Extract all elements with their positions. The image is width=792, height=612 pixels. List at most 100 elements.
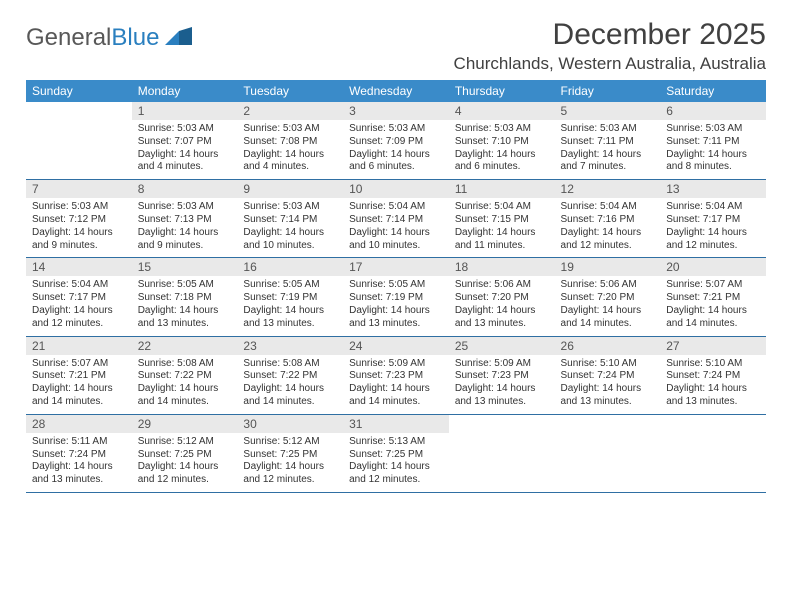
day-line: Sunrise: 5:11 AM: [32, 436, 126, 449]
calendar-day-cell: [555, 414, 661, 492]
day-line: Sunrise: 5:03 AM: [243, 123, 337, 136]
day-body: Sunrise: 5:03 AMSunset: 7:13 PMDaylight:…: [132, 198, 238, 257]
day-line: Daylight: 14 hours: [561, 305, 655, 318]
day-number: [449, 415, 555, 433]
day-line: Sunrise: 5:03 AM: [138, 123, 232, 136]
weekday-header: Sunday: [26, 80, 132, 102]
day-line: Sunset: 7:15 PM: [455, 214, 549, 227]
day-number: 12: [555, 180, 661, 198]
day-line: Sunrise: 5:03 AM: [455, 123, 549, 136]
day-line: and 9 minutes.: [138, 240, 232, 253]
day-body: Sunrise: 5:12 AMSunset: 7:25 PMDaylight:…: [237, 433, 343, 492]
calendar-day-cell: 9Sunrise: 5:03 AMSunset: 7:14 PMDaylight…: [237, 180, 343, 258]
day-line: Sunrise: 5:08 AM: [138, 358, 232, 371]
day-line: Sunrise: 5:06 AM: [561, 279, 655, 292]
day-line: Daylight: 14 hours: [666, 149, 760, 162]
day-line: Daylight: 14 hours: [32, 383, 126, 396]
day-number: 17: [343, 258, 449, 276]
calendar-table: Sunday Monday Tuesday Wednesday Thursday…: [26, 80, 766, 493]
day-line: Sunrise: 5:09 AM: [349, 358, 443, 371]
day-number: 29: [132, 415, 238, 433]
day-number: 1: [132, 102, 238, 120]
day-body: Sunrise: 5:03 AMSunset: 7:11 PMDaylight:…: [555, 120, 661, 179]
day-body: Sunrise: 5:06 AMSunset: 7:20 PMDaylight:…: [449, 276, 555, 335]
day-line: Daylight: 14 hours: [349, 383, 443, 396]
day-line: Sunset: 7:19 PM: [243, 292, 337, 305]
day-line: Sunset: 7:21 PM: [32, 370, 126, 383]
day-line: and 14 minutes.: [243, 396, 337, 409]
day-body: Sunrise: 5:07 AMSunset: 7:21 PMDaylight:…: [26, 355, 132, 414]
day-number: 21: [26, 337, 132, 355]
calendar-day-cell: 30Sunrise: 5:12 AMSunset: 7:25 PMDayligh…: [237, 414, 343, 492]
calendar-day-cell: 24Sunrise: 5:09 AMSunset: 7:23 PMDayligh…: [343, 336, 449, 414]
day-body: Sunrise: 5:03 AMSunset: 7:11 PMDaylight:…: [660, 120, 766, 179]
day-line: and 12 minutes.: [243, 474, 337, 487]
day-line: and 14 minutes.: [561, 318, 655, 331]
day-body: Sunrise: 5:04 AMSunset: 7:14 PMDaylight:…: [343, 198, 449, 257]
day-line: Sunset: 7:07 PM: [138, 136, 232, 149]
day-body: Sunrise: 5:09 AMSunset: 7:23 PMDaylight:…: [343, 355, 449, 414]
day-line: Sunset: 7:20 PM: [455, 292, 549, 305]
day-line: Sunrise: 5:04 AM: [561, 201, 655, 214]
calendar-day-cell: 7Sunrise: 5:03 AMSunset: 7:12 PMDaylight…: [26, 180, 132, 258]
calendar-day-cell: 17Sunrise: 5:05 AMSunset: 7:19 PMDayligh…: [343, 258, 449, 336]
day-body: Sunrise: 5:03 AMSunset: 7:10 PMDaylight:…: [449, 120, 555, 179]
calendar-day-cell: 20Sunrise: 5:07 AMSunset: 7:21 PMDayligh…: [660, 258, 766, 336]
day-line: Daylight: 14 hours: [32, 461, 126, 474]
calendar-day-cell: 5Sunrise: 5:03 AMSunset: 7:11 PMDaylight…: [555, 102, 661, 180]
calendar-day-cell: 25Sunrise: 5:09 AMSunset: 7:23 PMDayligh…: [449, 336, 555, 414]
day-line: Daylight: 14 hours: [561, 149, 655, 162]
day-line: Sunset: 7:14 PM: [243, 214, 337, 227]
day-line: and 13 minutes.: [32, 474, 126, 487]
day-number: 6: [660, 102, 766, 120]
day-number: 31: [343, 415, 449, 433]
day-number: [26, 102, 132, 120]
day-line: Sunrise: 5:09 AM: [455, 358, 549, 371]
day-line: Sunset: 7:16 PM: [561, 214, 655, 227]
day-line: Daylight: 14 hours: [243, 383, 337, 396]
day-line: Daylight: 14 hours: [138, 149, 232, 162]
day-line: Sunrise: 5:12 AM: [138, 436, 232, 449]
day-body: Sunrise: 5:08 AMSunset: 7:22 PMDaylight:…: [132, 355, 238, 414]
day-line: Sunset: 7:13 PM: [138, 214, 232, 227]
day-line: and 10 minutes.: [243, 240, 337, 253]
day-number: 28: [26, 415, 132, 433]
day-number: 24: [343, 337, 449, 355]
day-number: 22: [132, 337, 238, 355]
day-number: 7: [26, 180, 132, 198]
day-body: [449, 433, 555, 485]
day-line: Sunset: 7:10 PM: [455, 136, 549, 149]
day-line: Daylight: 14 hours: [666, 305, 760, 318]
day-line: Daylight: 14 hours: [455, 227, 549, 240]
day-line: Daylight: 14 hours: [32, 227, 126, 240]
day-line: Daylight: 14 hours: [666, 227, 760, 240]
day-line: and 14 minutes.: [32, 396, 126, 409]
calendar-day-cell: 26Sunrise: 5:10 AMSunset: 7:24 PMDayligh…: [555, 336, 661, 414]
day-line: Daylight: 14 hours: [138, 227, 232, 240]
day-line: Sunrise: 5:04 AM: [455, 201, 549, 214]
day-line: Daylight: 14 hours: [32, 305, 126, 318]
calendar-day-cell: 18Sunrise: 5:06 AMSunset: 7:20 PMDayligh…: [449, 258, 555, 336]
day-line: Sunrise: 5:07 AM: [32, 358, 126, 371]
day-body: Sunrise: 5:11 AMSunset: 7:24 PMDaylight:…: [26, 433, 132, 492]
day-line: Sunrise: 5:03 AM: [666, 123, 760, 136]
calendar-day-cell: 3Sunrise: 5:03 AMSunset: 7:09 PMDaylight…: [343, 102, 449, 180]
day-number: 27: [660, 337, 766, 355]
day-line: Sunset: 7:22 PM: [138, 370, 232, 383]
day-line: and 7 minutes.: [561, 161, 655, 174]
day-body: Sunrise: 5:03 AMSunset: 7:07 PMDaylight:…: [132, 120, 238, 179]
day-body: Sunrise: 5:05 AMSunset: 7:19 PMDaylight:…: [237, 276, 343, 335]
day-body: Sunrise: 5:04 AMSunset: 7:16 PMDaylight:…: [555, 198, 661, 257]
day-number: 9: [237, 180, 343, 198]
calendar-week-row: 14Sunrise: 5:04 AMSunset: 7:17 PMDayligh…: [26, 258, 766, 336]
day-line: Sunset: 7:20 PM: [561, 292, 655, 305]
calendar-day-cell: 19Sunrise: 5:06 AMSunset: 7:20 PMDayligh…: [555, 258, 661, 336]
day-body: Sunrise: 5:08 AMSunset: 7:22 PMDaylight:…: [237, 355, 343, 414]
day-line: Sunrise: 5:05 AM: [349, 279, 443, 292]
day-line: and 12 minutes.: [32, 318, 126, 331]
day-line: Daylight: 14 hours: [243, 227, 337, 240]
day-body: Sunrise: 5:05 AMSunset: 7:19 PMDaylight:…: [343, 276, 449, 335]
calendar-day-cell: 21Sunrise: 5:07 AMSunset: 7:21 PMDayligh…: [26, 336, 132, 414]
day-body: [26, 120, 132, 172]
day-line: Daylight: 14 hours: [561, 383, 655, 396]
